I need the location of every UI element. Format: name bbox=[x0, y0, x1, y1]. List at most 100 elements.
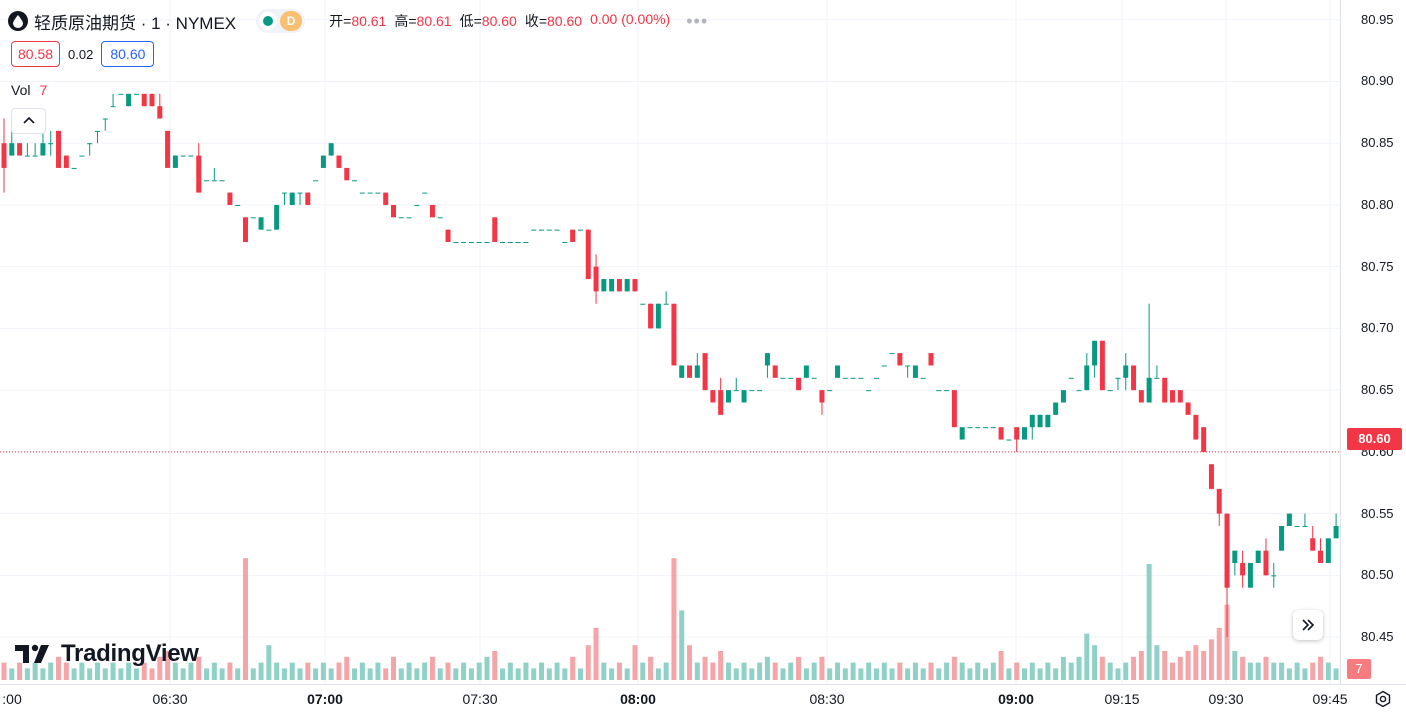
volume-bar bbox=[297, 668, 303, 680]
time-scale[interactable]: :00 06:30 07:00 07:30 08:00 08:30 09:00 09:15 09… bbox=[0, 684, 1406, 715]
price-tick-4: 80.75 bbox=[1361, 258, 1394, 274]
candle bbox=[835, 365, 841, 378]
status-badges[interactable]: D bbox=[256, 9, 306, 33]
candle bbox=[414, 204, 420, 206]
volume-bar bbox=[383, 668, 389, 680]
candle bbox=[1092, 340, 1098, 378]
candle-body bbox=[398, 217, 404, 219]
price-scale[interactable]: 80.95 80.90 80.85 80.80 80.75 80.70 80.65 80.60… bbox=[1340, 0, 1406, 684]
candle-body bbox=[912, 365, 918, 378]
volume-bar bbox=[79, 662, 85, 680]
bid-price[interactable]: 80.58 bbox=[11, 41, 61, 67]
volume-bar bbox=[1053, 668, 1059, 680]
volume-bar bbox=[1294, 662, 1300, 680]
candle bbox=[648, 303, 654, 329]
candle-body bbox=[445, 229, 451, 242]
candle-body bbox=[873, 377, 879, 379]
time-tick-5: 08:30 bbox=[809, 691, 845, 707]
last-price-label: 80.60 bbox=[1347, 428, 1402, 450]
candle bbox=[274, 204, 280, 230]
time-tick-6: 09:00 bbox=[998, 691, 1034, 707]
candle-body bbox=[577, 229, 583, 231]
candle-body bbox=[539, 229, 545, 231]
volume-bar bbox=[367, 668, 373, 680]
candle bbox=[663, 291, 669, 305]
volume-bar bbox=[1201, 651, 1207, 680]
candle-body bbox=[1201, 427, 1207, 452]
time-tick-1: 06:30 bbox=[152, 691, 188, 707]
open-value: 80.61 bbox=[351, 13, 387, 29]
candle-body bbox=[1224, 513, 1230, 588]
price-chart[interactable] bbox=[0, 0, 1340, 715]
candle bbox=[289, 192, 295, 205]
volume-bar bbox=[1208, 639, 1214, 680]
candle-body bbox=[149, 93, 155, 107]
tradingview-logo[interactable]: TradingView bbox=[15, 640, 199, 668]
candle bbox=[928, 353, 934, 366]
volume-bar bbox=[48, 662, 54, 680]
volume-bar bbox=[632, 645, 638, 680]
volume-bar bbox=[912, 662, 918, 680]
candle bbox=[1185, 402, 1191, 415]
candle bbox=[850, 377, 856, 379]
volume-bar bbox=[391, 656, 396, 680]
volume-bar bbox=[266, 645, 272, 680]
candle bbox=[1060, 390, 1066, 403]
candle-body bbox=[414, 204, 420, 206]
volume-bar bbox=[398, 668, 404, 680]
volume-bar bbox=[1107, 662, 1113, 680]
time-tick-2: 07:00 bbox=[307, 691, 343, 707]
collapse-legend-button[interactable] bbox=[11, 108, 46, 134]
candle bbox=[733, 377, 739, 392]
volume-bar bbox=[936, 668, 942, 680]
candle bbox=[1021, 427, 1027, 440]
candle-body bbox=[32, 155, 38, 157]
volume-bar bbox=[593, 627, 599, 680]
candle bbox=[468, 241, 474, 243]
candle-body bbox=[1107, 390, 1113, 392]
candle bbox=[375, 192, 381, 194]
candle bbox=[796, 377, 802, 391]
candle bbox=[406, 217, 412, 219]
price-tick-1: 80.90 bbox=[1361, 73, 1394, 89]
volume-bar bbox=[616, 662, 622, 680]
candle bbox=[944, 390, 950, 392]
candle bbox=[1138, 390, 1144, 403]
volume-bar bbox=[531, 668, 537, 680]
candle bbox=[1045, 414, 1051, 428]
candle bbox=[1271, 563, 1277, 588]
high-value: 80.61 bbox=[416, 13, 452, 29]
volume-bar bbox=[375, 662, 381, 680]
candle bbox=[655, 303, 661, 329]
candle-body bbox=[1068, 377, 1074, 379]
candle bbox=[180, 155, 186, 157]
ask-price[interactable]: 80.60 bbox=[101, 41, 155, 67]
price-tick-6: 80.65 bbox=[1361, 382, 1394, 398]
candle-body bbox=[94, 130, 100, 132]
candle-body bbox=[1021, 427, 1027, 440]
volume-bar bbox=[671, 558, 677, 680]
candle-body bbox=[406, 217, 412, 219]
scroll-to-realtime-button[interactable] bbox=[1293, 610, 1323, 640]
candle-body bbox=[983, 427, 989, 429]
volume-bar bbox=[94, 662, 100, 680]
candle-body bbox=[827, 390, 833, 392]
symbol-title[interactable]: 轻质原油期货 · 1 · NYMEX bbox=[34, 13, 237, 33]
volume-bar bbox=[63, 662, 69, 680]
volume-bar bbox=[702, 656, 708, 680]
more-icon[interactable]: ••• bbox=[686, 10, 709, 31]
candle bbox=[476, 241, 482, 243]
candle bbox=[858, 377, 864, 379]
candle-body bbox=[219, 180, 225, 182]
candle-body bbox=[1, 143, 7, 168]
volume-bar bbox=[344, 656, 350, 680]
low-label: 低= bbox=[459, 13, 482, 29]
volume-bar bbox=[141, 662, 147, 680]
settings-icon[interactable] bbox=[1372, 688, 1394, 710]
candle-body bbox=[694, 365, 700, 378]
volume-bar bbox=[453, 668, 459, 680]
candle bbox=[258, 217, 264, 230]
candle-body bbox=[274, 204, 280, 230]
volume-bar bbox=[788, 662, 794, 680]
volume-bars bbox=[1, 558, 1339, 680]
